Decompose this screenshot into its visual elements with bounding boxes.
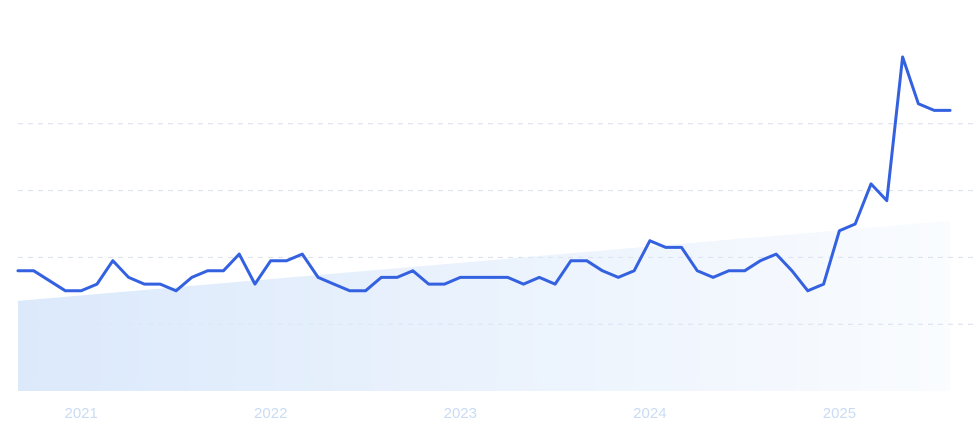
x-tick-label-2023: 2023 — [444, 405, 477, 422]
x-axis-ticks: 2021 2022 2023 2024 2025 — [64, 405, 856, 422]
x-tick-label-2021: 2021 — [64, 405, 97, 422]
series-line-0 — [16, 55, 952, 293]
x-tick-label-2025: 2025 — [823, 405, 856, 422]
x-tick-label-2022: 2022 — [254, 405, 287, 422]
series-layer — [16, 55, 952, 293]
x-tick-label-2024: 2024 — [633, 405, 666, 422]
trend-area — [18, 220, 950, 391]
